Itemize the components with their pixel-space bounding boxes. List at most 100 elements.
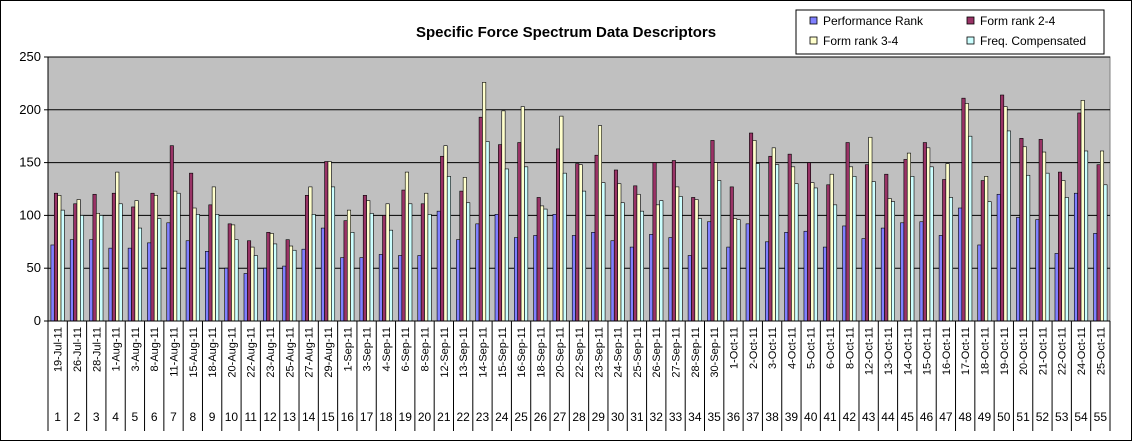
bar-s4-45 (910, 176, 915, 322)
bar-s4-19 (408, 203, 413, 322)
x-date-label-18: 4-Sep-11 (381, 327, 393, 371)
bar-s2-34 (691, 197, 696, 322)
x-date-label-31: 25-Sep-11 (632, 327, 644, 378)
bar-s1-55 (1093, 233, 1098, 322)
x-index-label-42: 42 (843, 410, 857, 424)
bar-s3-11 (250, 246, 255, 322)
bar-s1-6 (147, 242, 152, 322)
bar-s3-8 (192, 207, 197, 322)
legend-label-2: Form rank 2-4 (980, 14, 1056, 28)
bar-s3-32 (655, 204, 660, 322)
bar-s4-17 (369, 212, 374, 322)
bar-s4-39 (794, 183, 799, 322)
x-date-label-54: 24-Oct-11 (1076, 327, 1088, 375)
bar-s2-42 (845, 142, 850, 322)
bar-s2-52 (1038, 139, 1043, 322)
x-index-label-36: 36 (727, 410, 741, 424)
bar-s1-27 (552, 214, 557, 322)
x-date-label-41: 6-Oct-11 (825, 327, 837, 369)
x-index-label-28: 28 (572, 410, 586, 424)
x-index-label-22: 22 (456, 410, 470, 424)
bar-s4-34 (697, 218, 702, 322)
bar-s2-23 (478, 116, 483, 322)
x-index-label-54: 54 (1074, 410, 1088, 424)
bar-s4-7 (176, 192, 181, 322)
x-date-label-34: 28-Sep-11 (690, 327, 702, 378)
bar-s3-21 (443, 145, 448, 322)
x-date-label-33: 27-Sep-11 (671, 327, 683, 378)
x-index-label-51: 51 (1016, 410, 1030, 424)
legend-box (795, 9, 1105, 55)
bar-s3-7 (173, 190, 178, 322)
bar-s1-11 (243, 273, 248, 322)
x-date-label-51: 20-Oct-11 (1018, 327, 1030, 375)
x-index-label-44: 44 (881, 410, 895, 424)
bar-s1-46 (919, 221, 924, 322)
bar-s2-6 (150, 192, 155, 322)
bar-s4-5 (137, 227, 142, 322)
x-index-label-7: 7 (170, 410, 177, 424)
bar-s3-5 (134, 200, 139, 322)
x-date-label-23: 14-Sep-11 (477, 327, 489, 378)
bar-s3-23 (482, 82, 487, 322)
bar-s1-45 (900, 222, 905, 322)
bar-s2-49 (980, 180, 985, 322)
bar-s4-40 (813, 187, 818, 322)
x-date-label-7: 11-Aug-11 (169, 327, 181, 377)
x-index-label-16: 16 (341, 410, 355, 424)
bar-s4-25 (524, 166, 529, 322)
bar-s2-8 (189, 172, 194, 322)
bar-s3-42 (849, 166, 854, 322)
bar-s3-18 (385, 203, 390, 322)
x-index-label-37: 37 (746, 410, 760, 424)
bar-s4-2 (80, 215, 85, 322)
bar-s2-32 (652, 162, 657, 322)
bar-s3-49 (984, 176, 989, 322)
x-date-label-11: 22-Aug-11 (246, 327, 258, 378)
x-index-label-49: 49 (978, 410, 992, 424)
bar-s3-29 (598, 125, 602, 322)
x-index-label-38: 38 (765, 410, 779, 424)
bar-s4-36 (736, 219, 741, 322)
bar-s3-38 (771, 147, 776, 322)
bar-s1-54 (1073, 192, 1078, 322)
bar-s4-50 (1006, 130, 1011, 322)
bar-s4-6 (157, 218, 162, 322)
bar-s4-47 (948, 197, 953, 322)
bar-s3-2 (76, 199, 81, 322)
x-index-label-8: 8 (189, 410, 196, 424)
bar-s2-30 (613, 169, 618, 322)
bar-s3-13 (289, 245, 294, 322)
bar-s3-48 (964, 103, 969, 322)
bar-s1-21 (436, 210, 441, 322)
bar-s3-30 (617, 183, 622, 322)
x-index-label-15: 15 (321, 410, 335, 424)
bar-s2-16 (343, 220, 348, 322)
bar-s2-41 (826, 184, 831, 322)
bar-s1-47 (938, 235, 943, 322)
bar-s3-53 (1061, 180, 1066, 322)
bar-s1-35 (707, 221, 712, 322)
bar-s1-48 (958, 207, 963, 322)
bar-s2-36 (729, 186, 734, 322)
bar-s2-50 (1000, 94, 1005, 322)
bar-s4-51 (1026, 174, 1031, 322)
x-index-label-32: 32 (650, 410, 664, 424)
bar-s4-16 (350, 232, 355, 322)
bar-s2-11 (247, 240, 252, 322)
bar-s2-45 (903, 159, 908, 322)
bar-s1-1 (50, 244, 55, 322)
x-index-label-24: 24 (495, 410, 509, 424)
bar-s3-12 (269, 233, 274, 322)
bar-s2-7 (169, 145, 174, 322)
x-index-label-2: 2 (74, 410, 81, 424)
bar-s2-40 (807, 162, 812, 322)
bar-s4-26 (543, 208, 548, 322)
bar-s2-22 (459, 190, 464, 322)
bar-s2-44 (884, 173, 889, 322)
x-index-label-5: 5 (132, 410, 139, 424)
x-date-label-16: 1-Sep-11 (342, 327, 354, 371)
legend-swatch-4 (966, 36, 975, 45)
x-index-label-41: 41 (823, 410, 837, 424)
x-index-label-30: 30 (611, 410, 625, 424)
